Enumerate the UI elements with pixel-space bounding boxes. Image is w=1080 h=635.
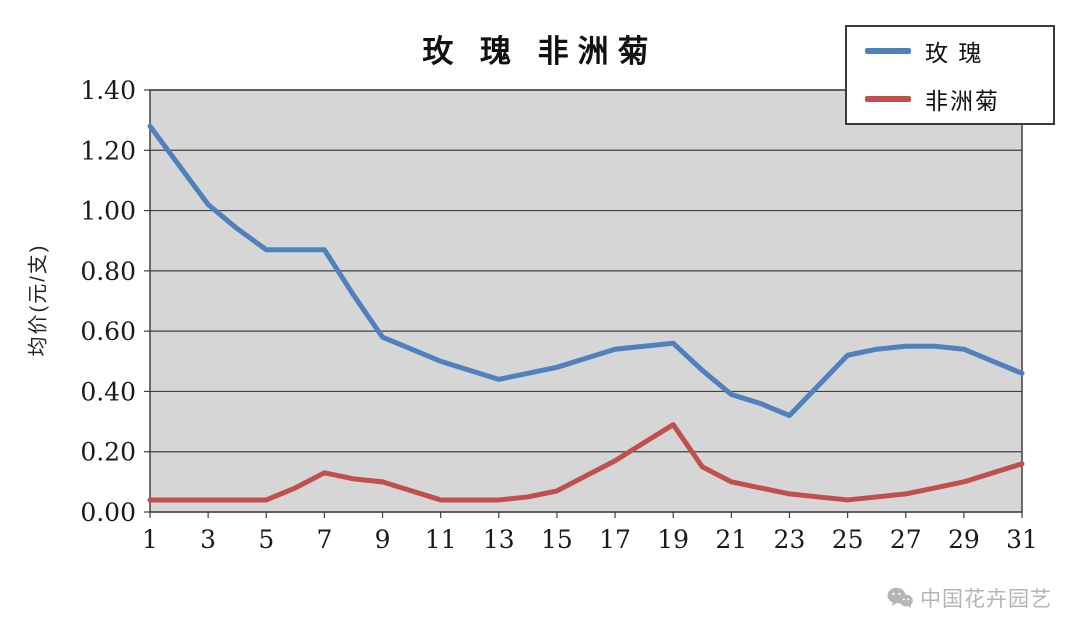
watermark: 中国花卉园艺 [887, 583, 1052, 613]
legend-label-rose: 玫 瑰 [925, 40, 984, 66]
x-tick-label: 21 [715, 525, 747, 554]
chart-legend: 玫 瑰 非洲菊 [845, 25, 1055, 125]
legend-item-gerbera: 非洲菊 [865, 82, 1053, 116]
plot-border [149, 89, 1023, 513]
x-tick-label: 19 [657, 525, 689, 554]
x-tick-label: 15 [541, 525, 573, 554]
y-tick-label: 1.40 [80, 76, 136, 105]
x-tick-label: 3 [200, 525, 216, 554]
y-tick-label: 0.60 [80, 317, 136, 346]
x-tick-label: 31 [1006, 525, 1038, 554]
legend-label-gerbera: 非洲菊 [925, 88, 1000, 114]
x-tick-label: 1 [142, 525, 158, 554]
y-tick-label: 0.40 [80, 377, 136, 406]
x-tick-label: 7 [316, 525, 332, 554]
rose-series-line [147, 123, 1025, 419]
wechat-icon [887, 587, 913, 609]
watermark-text: 中国花卉园艺 [920, 588, 1052, 611]
y-tick-label: 1.00 [80, 197, 136, 226]
x-tick-label: 29 [948, 525, 980, 554]
chart-title: 玫 瑰 非洲菊 [422, 34, 658, 69]
x-tick-label: 13 [483, 525, 515, 554]
y-tick-label: 1.20 [80, 136, 136, 165]
x-tick-label: 23 [774, 525, 806, 554]
x-tick-label: 25 [832, 525, 864, 554]
legend-item-rose: 玫 瑰 [865, 34, 1053, 68]
gerbera-line-swatch [865, 96, 911, 102]
x-tick-label: 5 [258, 525, 274, 554]
y-tick-label: 0.20 [80, 438, 136, 467]
x-tick-label: 9 [375, 525, 391, 554]
rose-line-swatch [865, 48, 911, 54]
x-tick-label: 17 [599, 525, 631, 554]
plot-area [150, 90, 1022, 512]
gerbera-series-line [147, 422, 1025, 503]
y-tick-label: 0.80 [80, 257, 136, 286]
x-tick-label: 27 [890, 525, 922, 554]
x-tick-label: 11 [425, 525, 457, 554]
y-tick-label: 0.00 [80, 498, 136, 527]
